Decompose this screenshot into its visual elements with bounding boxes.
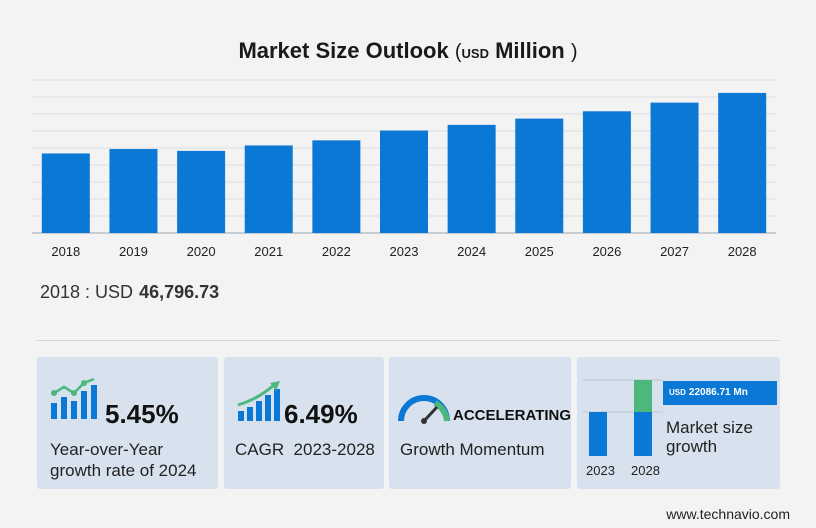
bar-2021 <box>244 145 293 233</box>
cagr-chart-icon <box>237 381 280 421</box>
x-tick-label: 2019 <box>119 244 148 259</box>
title-unit-word: Million <box>495 38 565 63</box>
x-tick-label: 2021 <box>254 244 283 259</box>
base-value: 46,796.73 <box>139 282 220 302</box>
footer-url: www.technavio.com <box>666 506 790 522</box>
bar-2028 <box>718 92 767 233</box>
bar-2024 <box>447 124 496 233</box>
market-size-card: 2023 2028 Market size growth <box>577 357 780 489</box>
yoy-value: 5.45% <box>105 399 179 429</box>
momentum-card: ACCELERATING Growth Momentum <box>389 357 571 489</box>
mini-bar-2028-growth <box>634 380 652 412</box>
section-divider <box>36 340 780 341</box>
base-year-value: 2018 : USD 46,796.73 <box>40 282 219 303</box>
bar-chart: 2018 2019 2020 2021 2022 2023 2024 2025 2026 2027… <box>32 79 776 259</box>
cagr-value: 6.49% <box>284 399 358 429</box>
badge-unit: USD <box>669 388 686 397</box>
x-tick-label: 2018 <box>51 244 80 259</box>
x-tick-label: 2028 <box>728 244 757 259</box>
title-main: Market Size Outlook <box>238 38 449 63</box>
chart-title: Market Size Outlook (USD Million ) <box>0 38 816 64</box>
bar-2026 <box>582 111 631 233</box>
momentum-value: ACCELERATING <box>453 407 572 424</box>
title-unit: USD <box>461 46 489 61</box>
chart-bars <box>41 92 767 233</box>
size-line1: Market size <box>666 418 753 437</box>
bar-2025 <box>515 118 564 233</box>
bar-2019 <box>109 149 158 233</box>
mini-year-a: 2023 <box>586 463 615 478</box>
mini-bar-2028-base <box>634 412 652 456</box>
cagr-line1: CAGR 2023-2028 <box>235 440 375 459</box>
chart-x-labels: 2018 2019 2020 2021 2022 2023 2024 2025 2026 2027… <box>51 244 756 259</box>
title-paren-close: ) <box>570 41 578 63</box>
bar-2023 <box>380 130 428 233</box>
bar-2020 <box>177 150 226 233</box>
yoy-line1: Year-over-Year <box>50 440 164 459</box>
yoy-card: 5.45% Year-over-Year growth rate of 2024 <box>37 357 218 489</box>
x-tick-label: 2025 <box>525 244 554 259</box>
growth-chart-icon <box>51 377 97 419</box>
bar-2022 <box>312 140 361 233</box>
mini-year-b: 2028 <box>631 463 660 478</box>
growth-value-badge: USD 22086.71 Mn <box>663 381 777 405</box>
yoy-line2: growth rate of 2024 <box>50 461 197 480</box>
speedometer-icon <box>398 395 450 424</box>
cagr-card: 6.49% CAGR 2023-2028 <box>224 357 384 489</box>
x-tick-label: 2023 <box>390 244 419 259</box>
x-tick-label: 2024 <box>457 244 486 259</box>
x-tick-label: 2022 <box>322 244 351 259</box>
base-label: 2018 : USD <box>40 282 134 302</box>
x-tick-label: 2026 <box>592 244 621 259</box>
momentum-line1: Growth Momentum <box>400 440 545 459</box>
size-line2: growth <box>666 437 718 456</box>
mini-bar-chart: 2023 2028 <box>583 379 663 478</box>
bar-2018 <box>41 153 90 233</box>
x-tick-label: 2020 <box>187 244 216 259</box>
x-tick-label: 2027 <box>660 244 689 259</box>
mini-bar-2023 <box>589 412 607 456</box>
bar-2027 <box>650 102 699 233</box>
title-paren-open: ( <box>454 41 462 63</box>
badge-value: 22086.71 Mn <box>688 387 748 398</box>
